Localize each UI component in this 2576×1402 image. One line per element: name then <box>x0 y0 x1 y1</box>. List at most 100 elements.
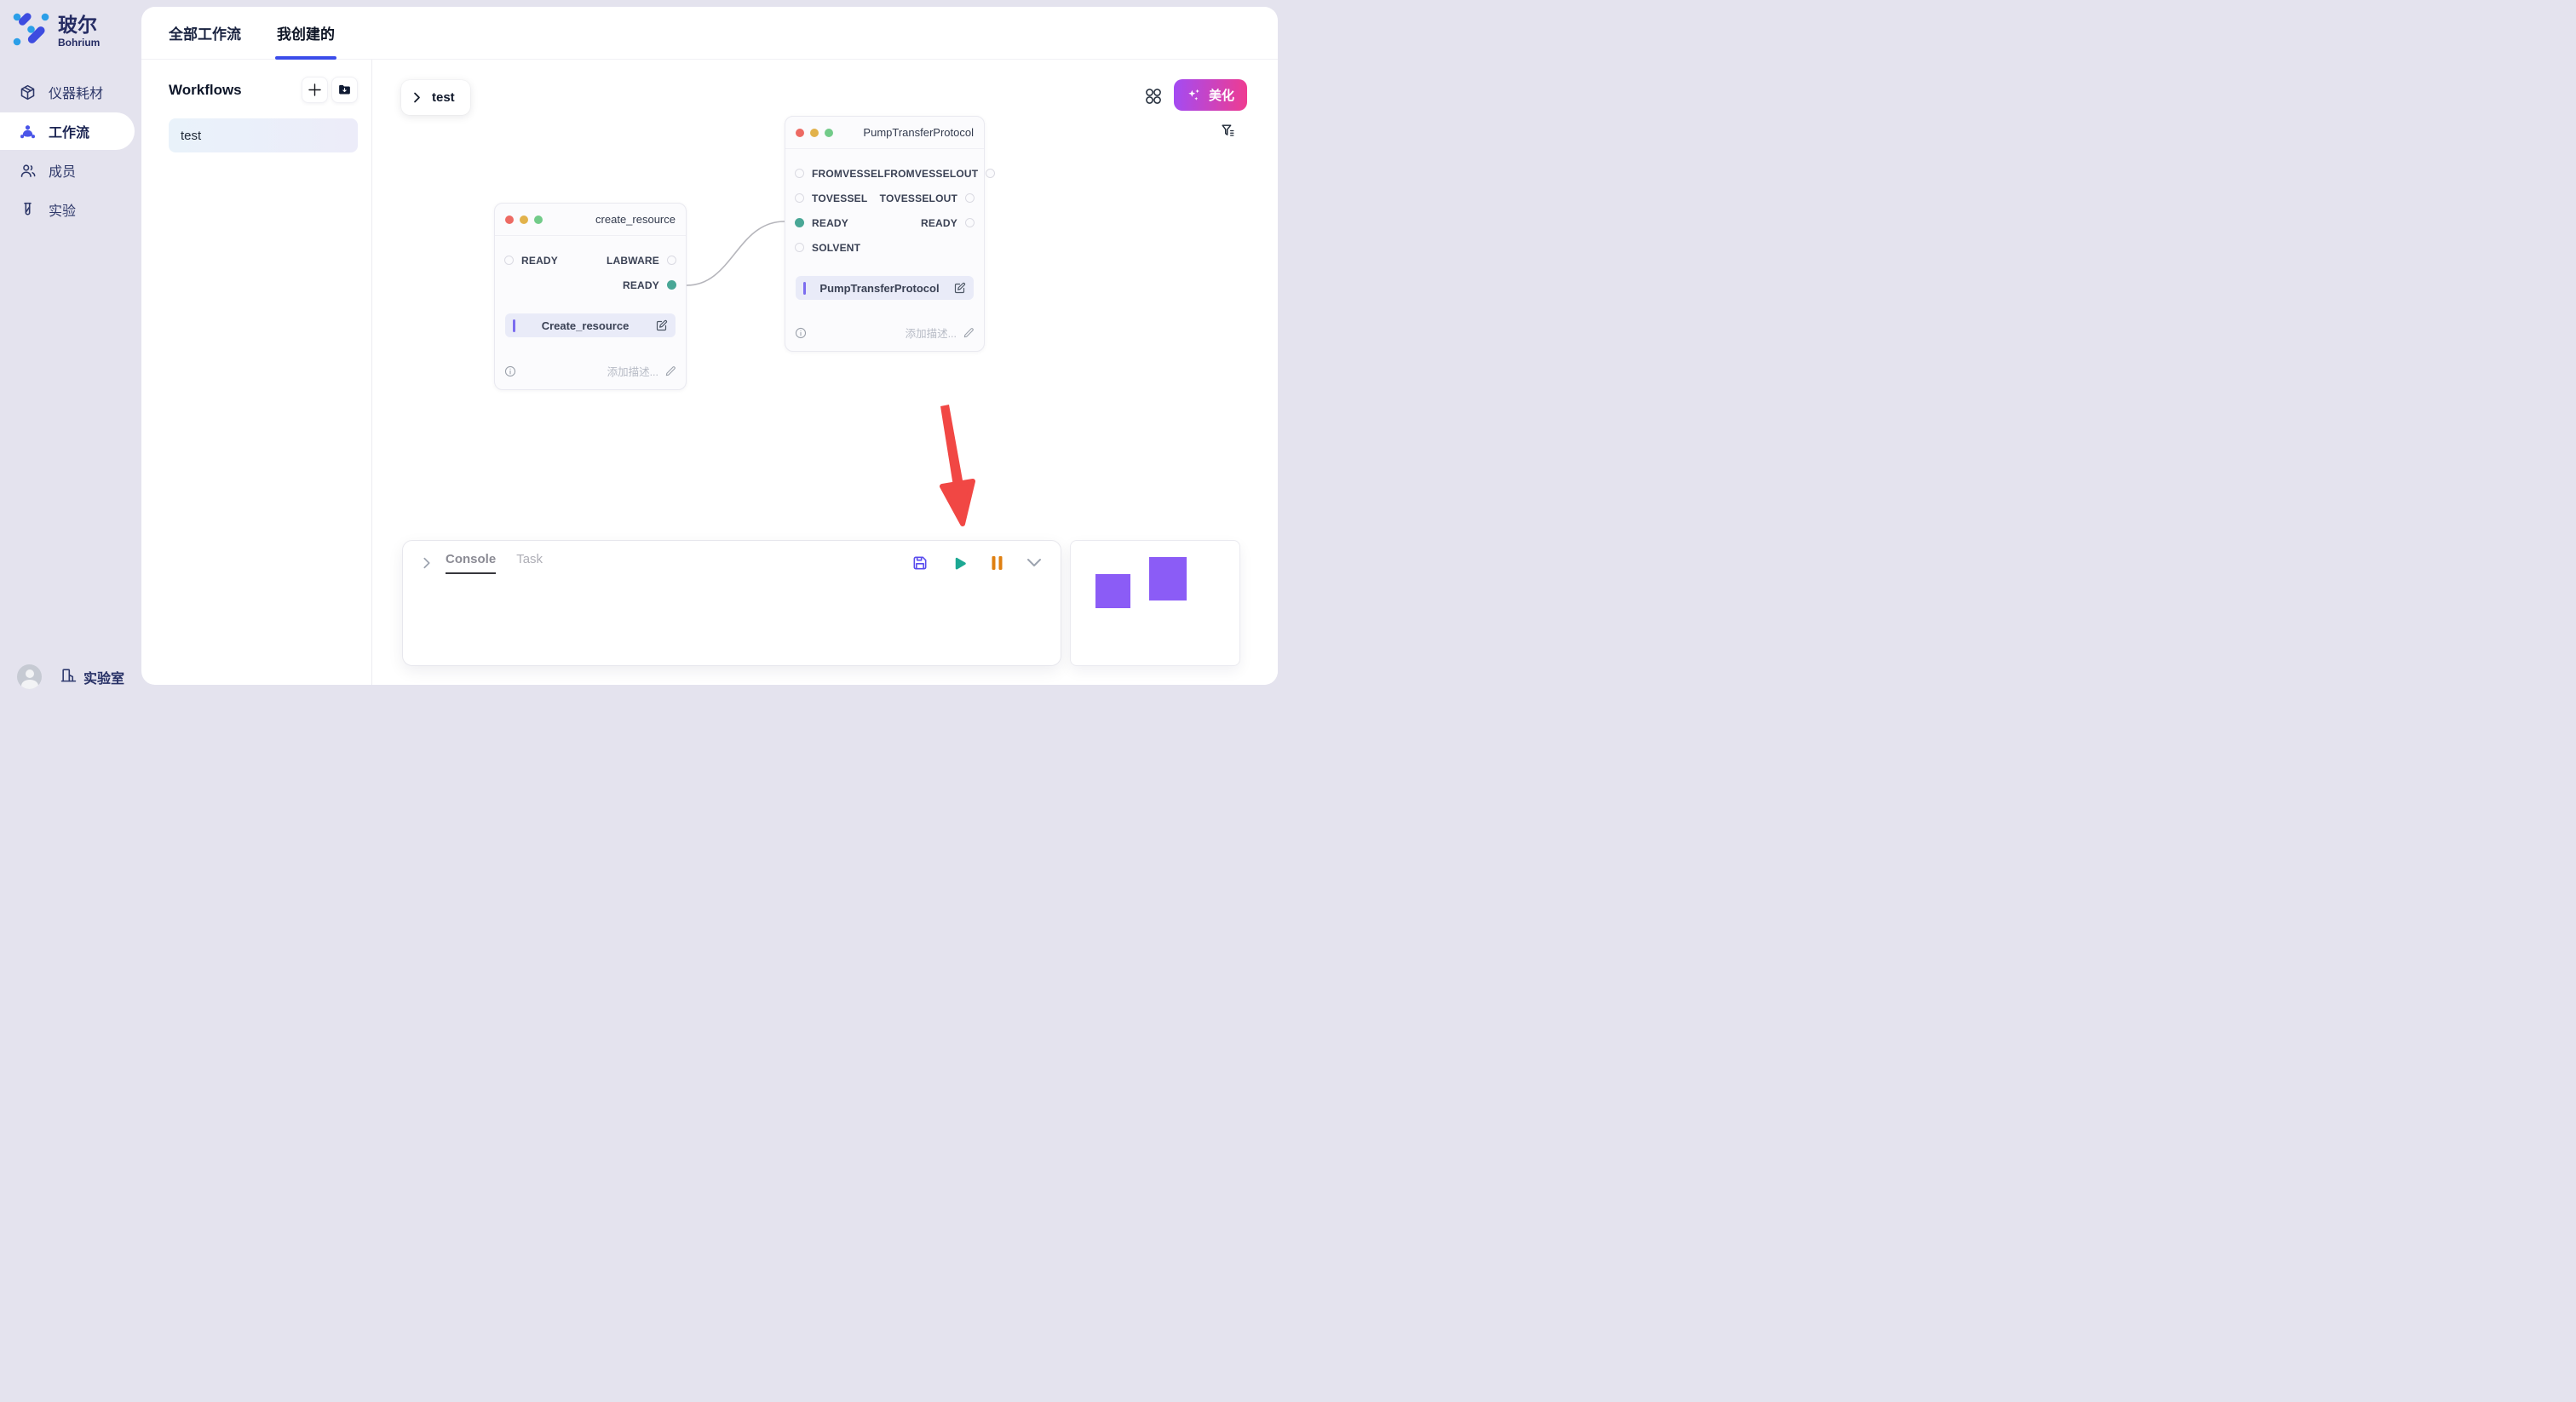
bohrium-logo-icon <box>12 10 50 53</box>
run-play-icon[interactable] <box>952 555 968 572</box>
description-placeholder: 添加描述... <box>607 366 658 378</box>
input-port-fromvessel[interactable]: FROMVESSEL <box>795 168 884 180</box>
green-dot-icon <box>534 215 543 224</box>
sidebar-nav: 仪器耗材 工作流 成员 <box>0 73 141 228</box>
description-placeholder: 添加描述... <box>905 328 957 340</box>
minimap-node-rect <box>1149 557 1187 600</box>
port-circle[interactable] <box>504 256 514 265</box>
port-row: READY LABWARE <box>495 248 686 273</box>
node-description[interactable]: 添加描述... <box>607 363 676 379</box>
node-traffic-dots <box>505 215 543 224</box>
brand[interactable]: 玻尔 Bohrium <box>0 0 141 53</box>
edit-icon[interactable] <box>953 282 966 295</box>
port-circle[interactable] <box>667 256 676 265</box>
node-description[interactable]: 添加描述... <box>906 325 975 341</box>
sidebar-item-experiments[interactable]: 实验 <box>0 191 135 228</box>
input-port-ready[interactable]: READY <box>504 255 558 267</box>
info-icon[interactable] <box>795 327 807 339</box>
edit-icon[interactable] <box>655 319 668 332</box>
tab-label: 我创建的 <box>277 26 335 43</box>
tab-my-created[interactable]: 我创建的 <box>275 7 336 60</box>
canvas-minimap[interactable] <box>1070 540 1240 666</box>
brand-subtitle: Bohrium <box>58 36 101 49</box>
red-dot-icon <box>796 128 804 137</box>
port-circle[interactable] <box>795 193 804 203</box>
chevron-right-icon <box>414 92 420 103</box>
building-icon <box>60 667 77 687</box>
brand-name: 玻尔 <box>58 14 97 37</box>
port-label: READY <box>622 279 659 291</box>
shortcuts-icon[interactable] <box>1144 87 1163 110</box>
sidebar-item-label: 成员 <box>49 165 77 180</box>
node-title: PumpTransferProtocol <box>863 126 974 139</box>
workflows-panel-title: Workflows <box>169 81 242 98</box>
node-action-button[interactable]: Create_resource <box>505 313 676 337</box>
port-circle[interactable] <box>795 243 804 252</box>
user-avatar[interactable] <box>17 664 42 689</box>
port-label: SOLVENT <box>812 241 861 254</box>
sidebar-item-label: 实验 <box>49 204 77 219</box>
sidebar-item-workflows[interactable]: 工作流 <box>0 112 135 150</box>
beautify-label: 美化 <box>1209 89 1235 103</box>
input-port-tovessel[interactable]: TOVESSEL <box>795 192 867 204</box>
port-label: TOVESSELOUT <box>879 192 957 204</box>
canvas-breadcrumb[interactable]: test <box>401 80 470 115</box>
yellow-dot-icon <box>810 128 819 137</box>
port-circle[interactable] <box>965 218 975 227</box>
node-action-button[interactable]: PumpTransferProtocol <box>796 276 974 300</box>
node-traffic-dots <box>796 128 833 137</box>
port-label: FROMVESSELOUT <box>883 167 979 180</box>
collapse-chevron-icon[interactable] <box>1026 558 1042 568</box>
pencil-icon[interactable] <box>963 327 975 339</box>
port-row: TOVESSEL TOVESSELOUT <box>785 186 984 210</box>
save-icon[interactable] <box>911 554 929 572</box>
node-pump-transfer-protocol[interactable]: PumpTransferProtocol FROMVESSEL FROMVESS… <box>785 116 996 352</box>
tab-all-workflows[interactable]: 全部工作流 <box>169 7 241 60</box>
node-footer: 添加描述... <box>495 363 686 389</box>
import-folder-button[interactable] <box>331 77 358 103</box>
port-circle[interactable] <box>965 193 975 203</box>
output-port-labware[interactable]: LABWARE <box>607 255 676 267</box>
output-port-tovesselout[interactable]: TOVESSELOUT <box>880 192 975 204</box>
tab-task[interactable]: Task <box>516 552 543 566</box>
node-title: create_resource <box>595 213 676 226</box>
port-circle[interactable] <box>986 169 996 178</box>
workspace-switcher[interactable]: 实验室 <box>60 667 124 687</box>
node-header[interactable]: create_resource <box>495 204 686 236</box>
port-row: FROMVESSEL FROMVESSELOUT <box>785 161 996 186</box>
workflow-canvas[interactable]: test 美化 <box>372 60 1278 685</box>
beautify-button[interactable]: 美化 <box>1174 79 1248 111</box>
output-port-fromvesselout[interactable]: FROMVESSELOUT <box>884 168 996 180</box>
top-tabbar: 全部工作流 我创建的 <box>141 7 1278 60</box>
port-circle-connected[interactable] <box>795 218 804 227</box>
node-header[interactable]: PumpTransferProtocol <box>785 117 984 149</box>
workflow-list-item-test[interactable]: test <box>169 118 358 152</box>
input-port-ready[interactable]: READY <box>795 217 848 229</box>
sidebar-item-consumables[interactable]: 仪器耗材 <box>0 73 135 111</box>
console-expand-icon[interactable] <box>422 557 432 569</box>
test-tube-icon <box>19 201 37 219</box>
action-label: Create_resource <box>541 319 630 332</box>
sidebar-item-members[interactable]: 成员 <box>0 152 135 189</box>
node-create-resource[interactable]: create_resource READY LABWARE <box>494 203 687 390</box>
action-accent-bar <box>513 319 515 332</box>
pencil-icon[interactable] <box>664 365 676 377</box>
filter-icon[interactable] <box>1220 123 1236 143</box>
port-label: READY <box>521 254 559 267</box>
tab-label: 全部工作流 <box>169 26 241 43</box>
input-port-solvent[interactable]: SOLVENT <box>795 242 860 254</box>
sidebar: 玻尔 Bohrium 仪器耗材 工作流 <box>0 0 141 701</box>
minimap-node-rect <box>1095 574 1130 608</box>
plus-icon <box>308 83 321 96</box>
output-port-ready[interactable]: READY <box>921 217 975 229</box>
main-panel: 全部工作流 我创建的 Workflows <box>141 7 1278 685</box>
port-circle[interactable] <box>795 169 804 178</box>
workspace-label: 实验室 <box>83 671 125 687</box>
pause-icon[interactable] <box>991 555 1003 571</box>
add-workflow-button[interactable] <box>302 77 328 103</box>
tab-console[interactable]: Console <box>446 552 497 574</box>
port-label: READY <box>812 216 849 229</box>
port-circle-connected[interactable] <box>667 280 676 290</box>
output-port-ready[interactable]: READY <box>623 279 676 291</box>
info-icon[interactable] <box>504 365 516 377</box>
